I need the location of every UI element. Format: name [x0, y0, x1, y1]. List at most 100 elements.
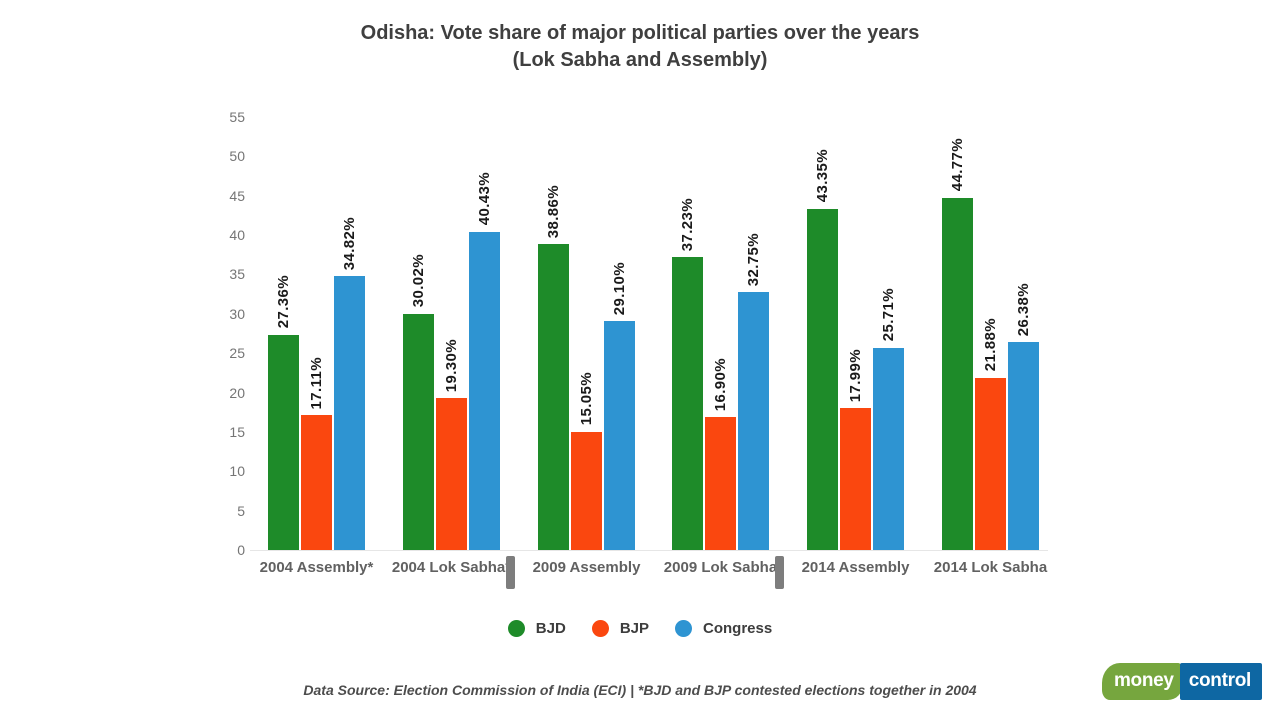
bar-congress — [334, 275, 365, 550]
bar-value-label: 34.82% — [341, 216, 358, 270]
y-axis-tick-label: 35 — [229, 266, 245, 283]
bar-congress — [873, 347, 904, 550]
bar-bjp — [975, 377, 1006, 550]
bar-group: 44.77% 21.88% 26.38% — [942, 117, 1039, 550]
data-source-note: Data Source: Election Commission of Indi… — [303, 682, 977, 698]
bar-column: 38.86% — [538, 117, 569, 550]
y-axis-tick-label: 0 — [237, 542, 245, 558]
bar-column: 16.90% — [705, 117, 736, 550]
legend-item: Congress — [675, 620, 772, 637]
bar-bjp — [571, 431, 602, 550]
bar-value-label: 19.30% — [443, 338, 460, 393]
chart-title: Odisha: Vote share of major political pa… — [0, 20, 1280, 74]
y-axis-tick-label: 20 — [229, 384, 245, 401]
bar-column: 26.38% — [1008, 117, 1039, 550]
legend: BJD BJP Congress — [0, 620, 1280, 637]
bar-column: 44.77% — [942, 117, 973, 550]
bar-column: 32.75% — [738, 117, 769, 550]
legend-swatch-bjp — [591, 620, 609, 637]
bar-value-label: 30.02% — [410, 254, 427, 308]
bar-value-label: 32.75% — [745, 232, 762, 287]
legend-item: BJD — [507, 620, 566, 637]
bar-group: 30.02% 19.30% 40.43% — [403, 117, 500, 550]
x-axis-label: 2014 Assembly — [801, 559, 910, 576]
y-axis-tick-label: 45 — [229, 187, 245, 204]
bar-value-label: 16.90% — [712, 357, 729, 411]
x-axis-label: 2014 Lok Sabha — [933, 559, 1048, 576]
bar-congress — [1008, 342, 1039, 550]
bar-group: 38.86% 15.05% 29.10% — [538, 117, 635, 550]
bar-group: 27.36% 17.11% 34.82% — [268, 117, 365, 550]
bar-congress — [604, 320, 635, 550]
legend-item: BJP — [591, 620, 649, 637]
bar-column: 15.05% — [571, 117, 602, 550]
legend-label: BJP — [619, 620, 649, 637]
bar-value-label: 37.23% — [679, 197, 696, 251]
chart-title-line2: (Lok Sabha and Assembly) — [512, 49, 768, 71]
group-separator — [775, 556, 784, 589]
bar-column: 40.43% — [469, 117, 500, 550]
bar-bjp — [705, 417, 736, 550]
bar-column: 19.30% — [436, 117, 467, 550]
bar-value-label: 25.71% — [880, 288, 897, 342]
bar-bjp — [436, 398, 467, 550]
logo-money-part: money — [1101, 663, 1183, 700]
logo-control-part: control — [1179, 663, 1262, 700]
bar-value-label: 38.86% — [545, 184, 562, 239]
x-axis-label: 2009 Assembly — [532, 559, 641, 576]
bar-column: 37.23% — [672, 117, 703, 550]
bar-bjp — [840, 408, 871, 550]
bar-column: 17.99% — [840, 117, 871, 550]
y-axis-tick-label: 25 — [229, 345, 245, 362]
x-axis-label: 2009 Lok Sabha — [663, 559, 778, 576]
bar-value-label: 44.77% — [949, 138, 966, 192]
moneycontrol-logo: money control — [1101, 663, 1262, 700]
y-axis-tick-label: 30 — [229, 305, 245, 322]
bar-column: 43.35% — [807, 117, 838, 550]
bar-bjd — [807, 208, 838, 550]
legend-label: BJD — [535, 620, 566, 637]
bar-bjd — [268, 334, 299, 550]
x-axis-label: 2004 Lok Sabha* — [391, 559, 512, 576]
bar-column: 25.71% — [873, 117, 904, 550]
bar-value-label: 29.10% — [611, 261, 628, 315]
bar-column: 27.36% — [268, 117, 299, 550]
y-axis-tick-label: 55 — [229, 109, 245, 125]
x-axis-label: 2004 Assembly* — [259, 559, 374, 576]
bar-column: 21.88% — [975, 117, 1006, 550]
chart-title-line1: Odisha: Vote share of major political pa… — [360, 22, 920, 44]
bar-value-label: 21.88% — [982, 318, 999, 372]
group-separator — [506, 556, 515, 589]
y-axis-tick-label: 15 — [229, 423, 245, 440]
legend-swatch-congress — [675, 620, 692, 637]
legend-label: Congress — [703, 620, 773, 637]
bar-value-label: 15.05% — [578, 372, 595, 426]
bar-value-label: 26.38% — [1015, 283, 1032, 337]
bar-group: 37.23% 16.90% 32.75% — [672, 117, 769, 550]
bar-value-label: 43.35% — [814, 149, 831, 203]
bar-value-label: 40.43% — [476, 172, 493, 226]
bar-bjd — [538, 244, 569, 550]
y-axis-tick-label: 10 — [229, 463, 245, 480]
x-axis-baseline — [250, 550, 1048, 551]
bar-bjd — [672, 256, 703, 550]
bar-bjp — [301, 415, 332, 550]
y-axis-tick-label: 40 — [229, 227, 245, 244]
bar-bjd — [403, 313, 434, 550]
bar-value-label: 17.99% — [847, 349, 864, 403]
bar-column: 30.02% — [403, 117, 434, 550]
bar-value-label: 27.36% — [275, 275, 292, 329]
bar-group: 43.35% 17.99% 25.71% — [807, 117, 904, 550]
bar-congress — [738, 292, 769, 550]
bar-column: 29.10% — [604, 117, 635, 550]
bar-congress — [469, 231, 500, 550]
bar-column: 34.82% — [334, 117, 365, 550]
legend-swatch-bjd — [507, 620, 525, 637]
bar-column: 17.11% — [301, 117, 332, 550]
bar-bjd — [942, 197, 973, 550]
bar-value-label: 17.11% — [308, 356, 325, 410]
y-axis-tick-label: 50 — [229, 148, 245, 165]
y-axis-tick-label: 5 — [237, 502, 245, 519]
